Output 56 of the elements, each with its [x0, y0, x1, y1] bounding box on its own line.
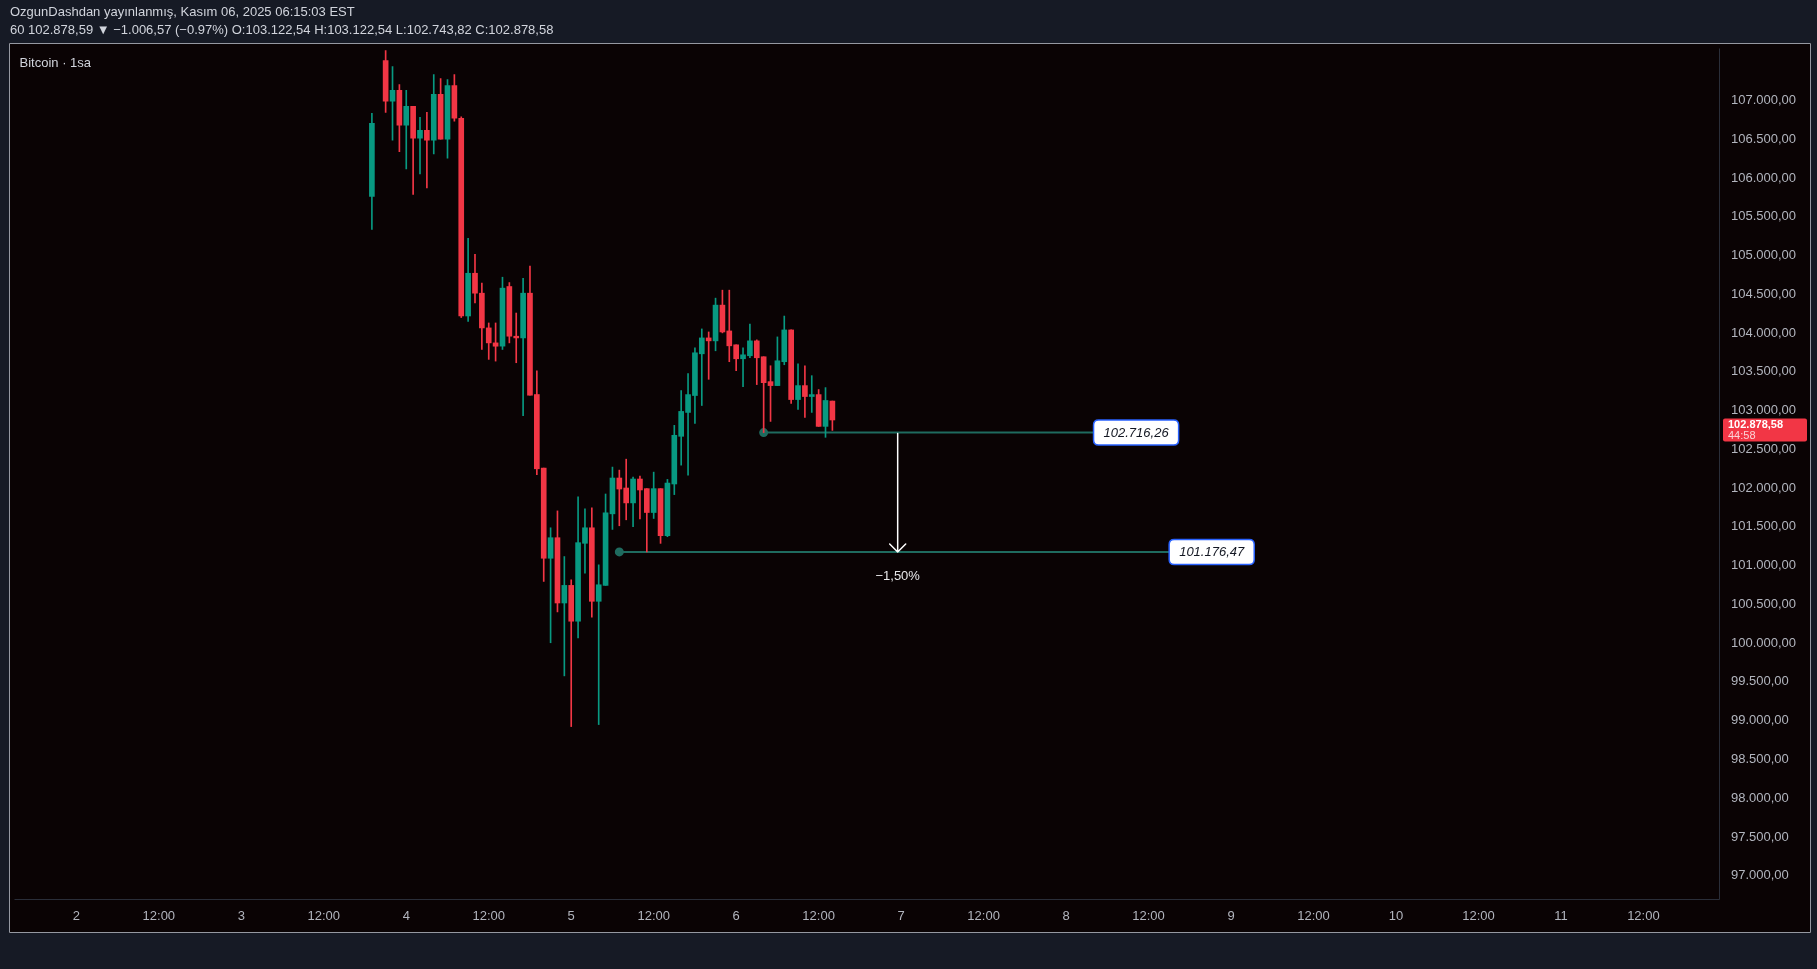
candlestick	[802, 365, 808, 418]
data-label: 101.176,47	[1179, 544, 1245, 560]
y-tick-label: 105.500,00	[1731, 208, 1797, 224]
x-tick-label: 12:00	[142, 908, 176, 924]
candlestick	[403, 90, 410, 170]
y-tick-label: 99.000,00	[1731, 712, 1789, 728]
candlestick	[705, 331, 712, 380]
y-tick-label: 99.500,00	[1731, 673, 1789, 689]
x-tick-label: 12:00	[1627, 908, 1660, 924]
x-tick-label: 12:00	[1297, 908, 1330, 924]
x-tick-label: 12:00	[1462, 908, 1495, 924]
x-tick-label: 12:00	[307, 908, 341, 924]
y-tick-label: 102.500,00	[1731, 440, 1797, 456]
text: Bitcoin · 1sa	[19, 55, 92, 71]
y-tick-label: 104.000,00	[1731, 324, 1797, 340]
text: OzgunDashdan yayınlanmış, Kasım 06, 2025 06:15:03 EST	[10, 4, 355, 20]
text: 44:58	[1728, 428, 1756, 441]
y-tick-label: 100.000,00	[1731, 634, 1797, 650]
candlestick	[568, 579, 575, 727]
x-tick-label: 11	[1554, 908, 1568, 924]
x-tick-label: 12:00	[802, 908, 835, 924]
y-tick-label: 107.000,00	[1731, 92, 1797, 108]
x-tick-label: 3	[237, 908, 245, 924]
y-tick-label: 102.000,00	[1731, 479, 1797, 495]
candlestick	[424, 111, 430, 189]
y-tick-label: 106.000,00	[1731, 169, 1797, 185]
y-tick-label: 103.000,00	[1731, 402, 1797, 418]
y-tick-label: 97.500,00	[1731, 828, 1789, 844]
x-tick-label: 12:00	[637, 908, 670, 924]
y-tick-label: 100.500,00	[1731, 595, 1797, 611]
y-tick-label: 101.500,00	[1731, 518, 1797, 534]
candlestick	[808, 375, 815, 413]
x-tick-label: 12:00	[472, 908, 506, 924]
x-tick-label: 7	[897, 908, 905, 924]
x-tick-label: 6	[732, 908, 740, 924]
text: 102.878,58	[1728, 417, 1784, 430]
y-tick-label: 105.000,00	[1731, 247, 1797, 263]
candlestick	[417, 116, 423, 175]
y-tick-label: 104.500,00	[1731, 285, 1797, 301]
x-tick-label: 12:00	[1132, 908, 1165, 924]
x-tick-label: 9	[1227, 908, 1235, 924]
x-tick-label: 4	[402, 908, 410, 924]
y-tick-label: 98.500,00	[1731, 751, 1789, 767]
y-tick-label: 103.500,00	[1731, 363, 1797, 379]
data-label: 102.716,26	[1103, 424, 1170, 440]
chart-subtitle: 60 102.878,59 ▼ −1.006,57 (−0.97%) O:103.122,54 H:103.122,54 L:102.743,82 C:102.878,58	[10, 22, 554, 38]
x-tick-label: 8	[1062, 908, 1070, 924]
x-tick-label: 2	[72, 908, 80, 924]
y-tick-label: 101.000,00	[1731, 557, 1797, 573]
y-tick-label: 106.500,00	[1731, 130, 1797, 146]
x-tick-label: 12:00	[967, 908, 1000, 924]
x-tick-label: 5	[567, 908, 575, 924]
annotation: −1,50%	[875, 567, 921, 583]
y-tick-label: 98.000,00	[1731, 789, 1789, 805]
y-tick-label: 97.000,00	[1731, 867, 1789, 883]
x-tick-label: 10	[1388, 908, 1404, 924]
